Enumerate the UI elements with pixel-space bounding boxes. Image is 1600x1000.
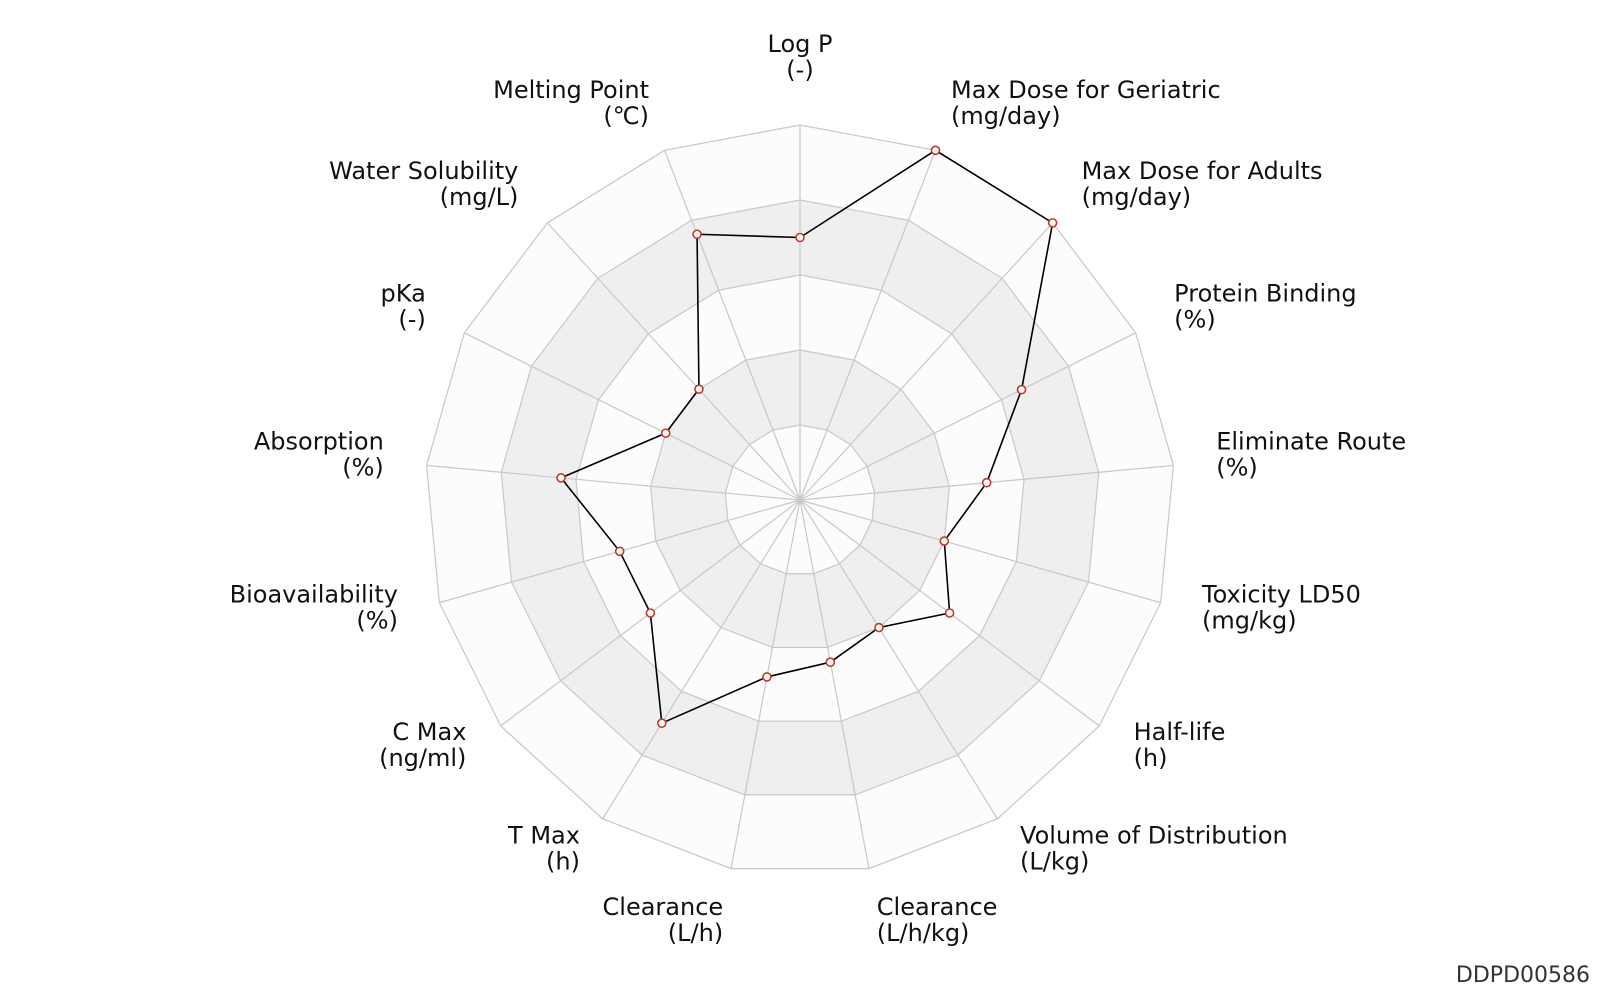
- data-point: [657, 718, 667, 728]
- data-point: [762, 672, 772, 682]
- radar-series: [556, 145, 1058, 728]
- axis-label-unit: (L/h/kg): [877, 919, 970, 947]
- axis-label-unit: (ng/ml): [379, 744, 466, 772]
- data-point: [556, 473, 566, 483]
- axis-label-name: Eliminate Route: [1216, 427, 1406, 455]
- axis-label: T Max (h): [507, 821, 580, 875]
- axis-label-unit: (mg/L): [440, 183, 519, 211]
- axis-label-unit: (-): [786, 56, 813, 84]
- data-point: [694, 384, 704, 394]
- axis-label-unit: (%): [1216, 453, 1258, 481]
- axis-label: Clearance (L/h/kg): [877, 893, 998, 947]
- axis-label: C Max (ng/ml): [379, 718, 466, 772]
- radar-grid-spokes: [426, 125, 1174, 869]
- axis-label-name: Toxicity LD50: [1201, 580, 1361, 608]
- axis-label: Log P (-): [768, 30, 833, 84]
- axis-label-name: Clearance: [877, 893, 998, 921]
- axis-label: Volume of Distribution (L/kg): [1020, 821, 1288, 875]
- axis-label-name: Volume of Distribution: [1020, 821, 1288, 849]
- axis-spoke: [730, 499, 801, 869]
- axis-label: Eliminate Route (%): [1216, 427, 1406, 481]
- axis-label-unit: (%): [356, 606, 398, 634]
- axis-spoke: [799, 499, 870, 869]
- data-point: [981, 477, 992, 488]
- axis-label-unit: (%): [1174, 306, 1216, 334]
- axis-spoke: [799, 332, 1136, 501]
- axis-label-unit: (L/kg): [1020, 847, 1089, 875]
- axis-label: Absorption (%): [254, 427, 384, 481]
- axis-label: Half-life (h): [1134, 718, 1226, 772]
- axis-label: Max Dose for Geriatric (mg/day): [951, 76, 1221, 130]
- axis-label-unit: (mg/kg): [1202, 606, 1297, 634]
- axis-spoke: [464, 332, 801, 501]
- axis-label: Max Dose for Adults (mg/day): [1082, 157, 1323, 211]
- axis-label: Melting Point (℃): [493, 76, 649, 130]
- data-point: [660, 428, 671, 438]
- axis-label-name: Log P: [768, 30, 833, 58]
- axis-spoke: [426, 464, 801, 501]
- series-line: [560, 149, 1054, 724]
- axis-spoke: [799, 499, 1161, 604]
- axis-label-unit: (h): [546, 847, 580, 875]
- data-point: [944, 608, 955, 618]
- axis-label: Bioavailability (%): [230, 580, 398, 634]
- axis-label-unit: (h): [1134, 744, 1168, 772]
- axis-label: Toxicity LD50 (mg/kg): [1201, 580, 1361, 634]
- axis-label: Water Solubility (mg/L): [329, 157, 518, 211]
- axis-spoke: [546, 222, 801, 501]
- axis-label-name: Melting Point: [493, 76, 649, 104]
- axis-label-name: T Max: [507, 821, 580, 849]
- axis-label-name: Max Dose for Geriatric: [951, 76, 1221, 104]
- axis-label-unit: (mg/day): [1082, 183, 1192, 211]
- axis-label: Protein Binding (%): [1174, 280, 1356, 334]
- data-point: [795, 232, 805, 243]
- axis-label-unit: (%): [342, 453, 384, 481]
- data-point: [874, 622, 884, 633]
- axis-label-name: Max Dose for Adults: [1082, 157, 1323, 185]
- data-point: [614, 546, 625, 557]
- axis-label-name: Water Solubility: [329, 157, 518, 185]
- axis-spoke: [602, 499, 801, 820]
- dataset-id-label: DDPD00586: [1455, 963, 1590, 988]
- data-point: [1047, 218, 1058, 228]
- axis-spoke: [799, 499, 998, 820]
- axis-spoke: [663, 150, 801, 501]
- axis-spoke: [799, 222, 1054, 501]
- data-point: [825, 657, 836, 667]
- axis-spoke: [799, 150, 937, 501]
- data-point: [930, 145, 941, 156]
- data-point: [645, 608, 656, 618]
- axis-label-name: Protein Binding: [1174, 280, 1356, 308]
- radar-axis-labels: Log P (-)Max Dose for Geriatric (mg/day)Ma…: [230, 30, 1407, 947]
- data-point: [692, 229, 702, 240]
- axis-label: Clearance (L/h): [603, 893, 724, 947]
- axis-label-name: C Max: [392, 718, 466, 746]
- axis-label-name: Absorption: [254, 427, 384, 455]
- axis-label-name: Bioavailability: [230, 580, 398, 608]
- axis-label-unit: (mg/day): [951, 102, 1061, 130]
- data-point: [939, 536, 950, 546]
- axis-label-name: Clearance: [603, 893, 724, 921]
- axis-label-unit: (L/h): [668, 919, 723, 947]
- axis-label-unit: (-): [398, 306, 425, 334]
- axis-label-unit: (℃): [603, 102, 649, 130]
- data-point: [1016, 384, 1027, 395]
- axis-label-name: Half-life: [1134, 718, 1226, 746]
- axis-label-name: pKa: [381, 280, 426, 308]
- axis-label: pKa (-): [381, 280, 426, 334]
